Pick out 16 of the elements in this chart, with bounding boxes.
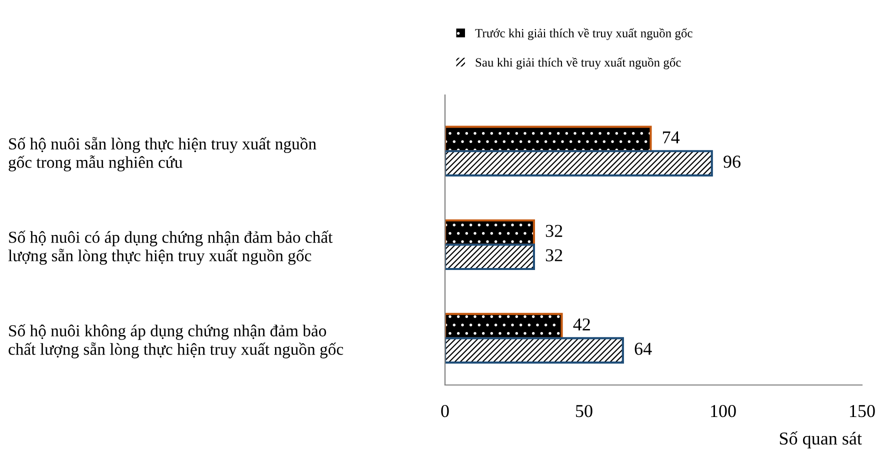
data-label: 42	[573, 318, 590, 330]
data-label: 64	[634, 342, 652, 355]
x-tick-label: 100	[711, 404, 736, 418]
y-tick-label: Số hộ nuôi sẵn lòng thực hiện truy xuất nguồn gốc trong mẫu nghiên cứu	[8, 136, 316, 172]
legend-label: Trước khi giải thích về truy xuất nguồn gốc	[475, 28, 692, 40]
data-label: 74	[663, 131, 680, 144]
x-tick-label: 150	[850, 404, 875, 418]
x-tick-label: 0	[441, 404, 449, 418]
legend-label: Sau khi giải thích về truy xuất nguồn gốc	[476, 58, 681, 70]
data-label: 32	[546, 224, 562, 238]
x-axis-title: Số quan sát	[780, 431, 862, 448]
data-label: 96	[724, 156, 741, 168]
data-label: 32	[546, 249, 562, 262]
x-tick-label: 50	[576, 404, 592, 418]
y-tick-label: Số hộ nuôi không áp dụng chứng nhận đảm bảo chất lượng sẵn lòng thực hiện truy xuất nguồn gốc	[8, 324, 344, 358]
y-tick-label: Số hộ nuôi có áp dụng chứng nhận đảm bảo chất lượng sẵn lòng thực hiện truy xuất nguồn gốc	[8, 230, 333, 265]
